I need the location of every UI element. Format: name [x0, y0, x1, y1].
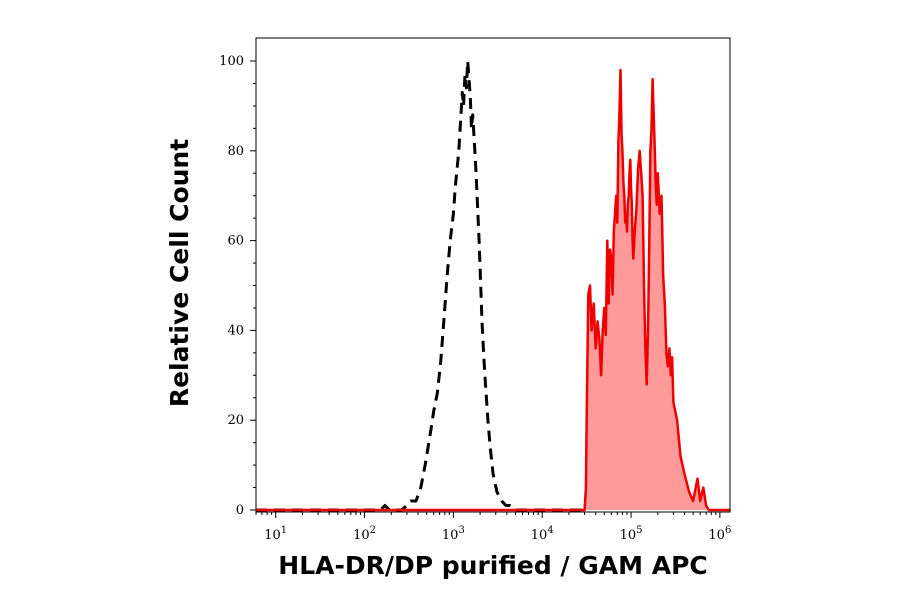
series-1-area — [256, 70, 730, 510]
x-tick-label: 106 — [708, 525, 731, 543]
x-tick-label: 104 — [531, 525, 554, 543]
y-axis-title: Relative Cell Count — [165, 139, 194, 407]
x-axis-title: HLA-DR/DP purified / GAM APC — [278, 551, 707, 580]
y-tick-label: 40 — [227, 323, 244, 338]
y-tick-label: 20 — [227, 413, 244, 428]
series-1-line — [256, 68, 730, 512]
y-tick-label: 80 — [227, 144, 244, 159]
x-tick-label: 101 — [264, 525, 287, 543]
y-tick-label: 100 — [219, 54, 244, 69]
plot-frame — [255, 37, 731, 513]
series-0-line — [256, 59, 585, 512]
y-tick-label: 60 — [227, 234, 244, 249]
x-tick-label: 105 — [620, 525, 643, 543]
x-tick-label: 102 — [353, 525, 376, 543]
x-tick-label: 103 — [442, 525, 465, 543]
y-tick-label: 0 — [236, 503, 244, 518]
